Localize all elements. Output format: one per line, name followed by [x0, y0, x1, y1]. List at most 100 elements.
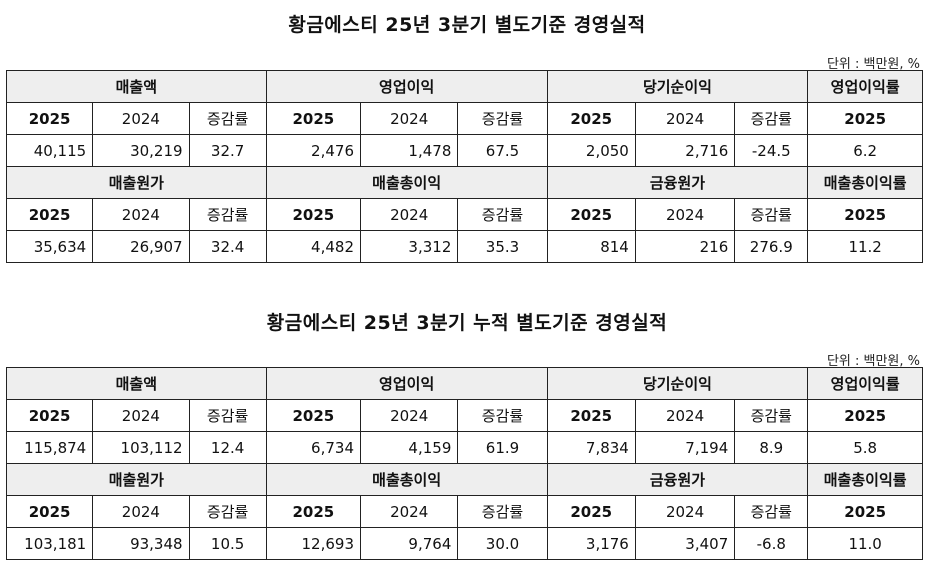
rate-cell: 6.2 [807, 134, 923, 167]
year-header: 2025 [265, 495, 362, 528]
value-row: 40,115 30,219 32.7 2,476 1,478 67.5 2,05… [5, 134, 923, 167]
value-cell: 30,219 [92, 134, 190, 167]
year-header: 2025 [265, 102, 362, 135]
section-2-title: 황금에스티 25년 3분기 누적 별도기준 경영실적 [266, 312, 668, 334]
year-header: 2024 [634, 102, 736, 135]
year-header: 2025 [5, 102, 94, 135]
value-cell: 103,181 [5, 527, 94, 560]
section-2-table: 매출액 영업이익 당기순이익 영업이익률 2025 2024 증감률 2025 … [5, 367, 923, 560]
rate-cell: 276.9 [734, 230, 809, 263]
group-header: 매출총이익률 [807, 166, 923, 199]
rate-cell: 11.0 [807, 527, 923, 560]
value-cell: 2,716 [634, 134, 736, 167]
group-header: 금융원가 [546, 463, 809, 496]
year-header: 2024 [359, 102, 459, 135]
rate-cell: 5.8 [807, 431, 923, 464]
value-cell: 35,634 [5, 230, 94, 263]
year-header: 2025 [807, 495, 923, 528]
value-row: 115,874 103,112 12.4 6,734 4,159 61.9 7,… [5, 431, 923, 464]
year-header: 2025 [265, 198, 362, 231]
group-header-row: 매출원가 매출총이익 금융원가 매출총이익률 [6, 463, 923, 496]
year-header: 2025 [5, 198, 94, 231]
year-header: 2024 [359, 198, 459, 231]
value-row: 103,181 93,348 10.5 12,693 9,764 30.0 3,… [5, 527, 923, 560]
change-rate-header: 증감률 [734, 399, 809, 432]
year-header: 2025 [5, 399, 94, 432]
change-rate-header: 증감률 [457, 399, 548, 432]
value-cell: 4,159 [359, 431, 459, 464]
year-header: 2024 [92, 495, 190, 528]
value-row: 35,634 26,907 32.4 4,482 3,312 35.3 814 … [5, 230, 923, 263]
value-cell: 40,115 [5, 134, 94, 167]
rate-cell: 67.5 [457, 134, 548, 167]
year-header-row: 2025 2024 증감률 2025 2024 증감률 2025 2024 증감… [5, 198, 923, 231]
year-header: 2024 [92, 399, 190, 432]
section-1-unit: 단위 : 백만원, % [826, 57, 920, 72]
value-cell: 26,907 [92, 230, 190, 263]
year-header: 2024 [92, 198, 190, 231]
group-header-row: 매출액 영업이익 당기순이익 영업이익률 [6, 70, 923, 103]
value-cell: 1,478 [359, 134, 459, 167]
value-cell: 93,348 [92, 527, 190, 560]
change-rate-header: 증감률 [188, 102, 267, 135]
value-cell: 2,050 [546, 134, 636, 167]
year-header: 2025 [546, 198, 636, 231]
rate-cell: 32.7 [188, 134, 267, 167]
value-cell: 3,312 [359, 230, 459, 263]
group-header: 매출총이익 [265, 463, 548, 496]
year-header: 2025 [546, 102, 636, 135]
change-rate-header: 증감률 [734, 495, 809, 528]
group-header: 당기순이익 [546, 367, 809, 400]
change-rate-header: 증감률 [457, 102, 548, 135]
year-header: 2025 [807, 399, 923, 432]
year-header: 2025 [5, 495, 94, 528]
rate-cell: -6.8 [734, 527, 809, 560]
change-rate-header: 증감률 [457, 198, 548, 231]
group-header: 매출총이익률 [807, 463, 923, 496]
group-header: 영업이익률 [807, 70, 923, 103]
change-rate-header: 증감률 [457, 495, 548, 528]
section-2-unit: 단위 : 백만원, % [826, 354, 920, 369]
change-rate-header: 증감률 [734, 102, 809, 135]
year-header: 2024 [634, 399, 736, 432]
year-header: 2024 [359, 399, 459, 432]
group-header: 매출원가 [6, 166, 267, 199]
change-rate-header: 증감률 [188, 495, 267, 528]
rate-cell: 35.3 [457, 230, 548, 263]
value-cell: 2,476 [265, 134, 362, 167]
rate-cell: -24.5 [734, 134, 809, 167]
year-header: 2024 [92, 102, 190, 135]
rate-cell: 61.9 [457, 431, 548, 464]
value-cell: 7,834 [546, 431, 636, 464]
value-cell: 814 [546, 230, 636, 263]
group-header: 영업이익 [265, 367, 548, 400]
value-cell: 3,176 [546, 527, 636, 560]
group-header: 매출총이익 [265, 166, 548, 199]
section-1-title: 황금에스티 25년 3분기 별도기준 경영실적 [288, 14, 646, 36]
year-header: 2025 [807, 102, 923, 135]
value-cell: 9,764 [359, 527, 459, 560]
value-cell: 115,874 [5, 431, 94, 464]
value-cell: 4,482 [265, 230, 362, 263]
group-header: 영업이익 [265, 70, 548, 103]
change-rate-header: 증감률 [734, 198, 809, 231]
year-header: 2024 [634, 198, 736, 231]
rate-cell: 8.9 [734, 431, 809, 464]
rate-cell: 12.4 [188, 431, 267, 464]
value-cell: 216 [634, 230, 736, 263]
value-cell: 7,194 [634, 431, 736, 464]
rate-cell: 10.5 [188, 527, 267, 560]
year-header-row: 2025 2024 증감률 2025 2024 증감률 2025 2024 증감… [5, 102, 923, 135]
group-header: 매출액 [6, 367, 267, 400]
value-cell: 3,407 [634, 527, 736, 560]
section-1-table: 매출액 영업이익 당기순이익 영업이익률 2025 2024 증감률 2025 … [5, 70, 923, 263]
group-header: 매출원가 [6, 463, 267, 496]
rate-cell: 32.4 [188, 230, 267, 263]
group-header: 금융원가 [546, 166, 809, 199]
group-header: 당기순이익 [546, 70, 809, 103]
year-header: 2024 [359, 495, 459, 528]
value-cell: 103,112 [92, 431, 190, 464]
rate-cell: 30.0 [457, 527, 548, 560]
year-header: 2025 [807, 198, 923, 231]
change-rate-header: 증감률 [188, 198, 267, 231]
